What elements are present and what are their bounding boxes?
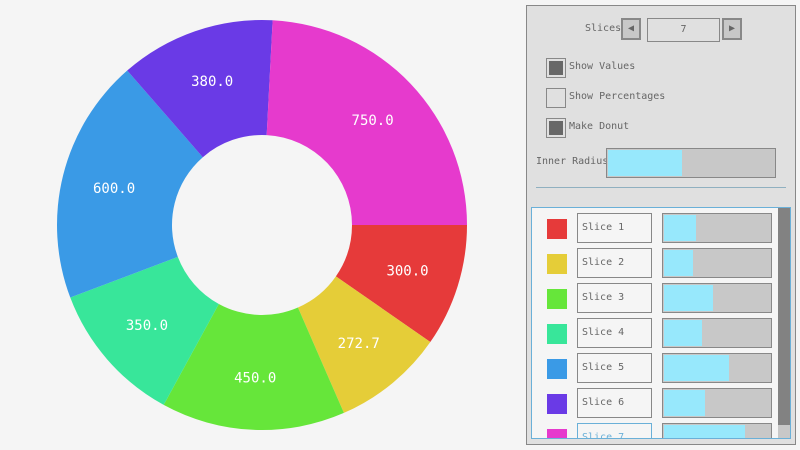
slice-value-slider[interactable] (662, 353, 772, 383)
slice-value-label: 272.7 (338, 336, 380, 352)
slice-name-field[interactable]: Slice 2 (577, 248, 652, 278)
make-donut-label: Make Donut (569, 121, 630, 132)
donut-chart: 300.0 272.7 450.0 350.0 600.0 380.0 750.0 (57, 20, 467, 431)
slice-value-slider[interactable] (662, 213, 772, 243)
slider-fill (664, 425, 745, 438)
slider-fill (664, 390, 706, 416)
triangle-left-icon: ◀ (627, 23, 635, 34)
slice-list: Slice 1 Slice 2 Slice 3 Slice 4 Slice 5 … (531, 207, 791, 439)
slices-label: Slices (585, 23, 622, 34)
slices-decrement-button[interactable]: ◀ (621, 18, 641, 40)
scrollbar[interactable] (778, 208, 790, 438)
slider-fill (664, 320, 702, 346)
slice-row: Slice 5 (532, 353, 772, 383)
donut-slice (70, 256, 219, 405)
donut-slice (127, 20, 273, 158)
donut-slice (163, 303, 344, 431)
make-donut-checkbox[interactable] (546, 118, 566, 138)
slice-row: Slice 1 (532, 213, 772, 243)
slice-color-swatch[interactable] (547, 219, 567, 239)
slider-fill (664, 285, 713, 311)
show-percentages-label: Show Percentages (569, 91, 666, 102)
slice-row: Slice 2 (532, 248, 772, 278)
slice-name-field[interactable]: Slice 3 (577, 283, 652, 313)
donut-slice (57, 70, 203, 298)
slice-value-slider[interactable] (662, 283, 772, 313)
divider (536, 187, 786, 188)
slice-row: Slice 7 (532, 423, 772, 438)
slice-value-label: 350.0 (126, 318, 168, 334)
show-values-label: Show Values (569, 61, 636, 72)
slice-value-slider[interactable] (662, 388, 772, 418)
slider-fill (608, 150, 682, 176)
slice-name-field[interactable]: Slice 1 (577, 213, 652, 243)
slice-value-label: 380.0 (191, 74, 233, 90)
donut-slice (297, 276, 431, 413)
triangle-right-icon: ▶ (728, 23, 736, 34)
slice-color-swatch[interactable] (547, 429, 567, 438)
slice-name-field[interactable]: Slice 7 (577, 423, 652, 438)
slice-color-swatch[interactable] (547, 254, 567, 274)
slider-fill (664, 355, 729, 381)
slice-value-slider[interactable] (662, 248, 772, 278)
show-percentages-checkbox[interactable] (546, 88, 566, 108)
scrollbar-thumb[interactable] (778, 208, 790, 425)
slider-fill (664, 250, 694, 276)
slice-row: Slice 4 (532, 318, 772, 348)
inner-radius-slider[interactable] (606, 148, 776, 178)
donut-slice (266, 20, 467, 225)
slice-name-field[interactable]: Slice 5 (577, 353, 652, 383)
slice-value-slider[interactable] (662, 318, 772, 348)
slice-color-swatch[interactable] (547, 394, 567, 414)
slice-value-label: 750.0 (352, 113, 394, 129)
donut-slice (335, 225, 467, 343)
slice-name-field[interactable]: Slice 4 (577, 318, 652, 348)
slice-name-field[interactable]: Slice 6 (577, 388, 652, 418)
control-panel: Slices ◀ 7 ▶ Show Values Show Percentage… (526, 5, 796, 445)
slice-color-swatch[interactable] (547, 324, 567, 344)
slice-value-label: 300.0 (386, 264, 428, 280)
inner-radius-label: Inner Radius (536, 156, 609, 167)
slices-count-field[interactable]: 7 (647, 18, 720, 42)
slice-value-label: 450.0 (234, 370, 276, 386)
slice-row: Slice 6 (532, 388, 772, 418)
slice-color-swatch[interactable] (547, 359, 567, 379)
slice-value-label: 600.0 (93, 181, 135, 197)
show-values-checkbox[interactable] (546, 58, 566, 78)
slices-increment-button[interactable]: ▶ (722, 18, 742, 40)
slice-color-swatch[interactable] (547, 289, 567, 309)
slice-value-slider[interactable] (662, 423, 772, 438)
slice-row: Slice 3 (532, 283, 772, 313)
slider-fill (664, 215, 697, 241)
